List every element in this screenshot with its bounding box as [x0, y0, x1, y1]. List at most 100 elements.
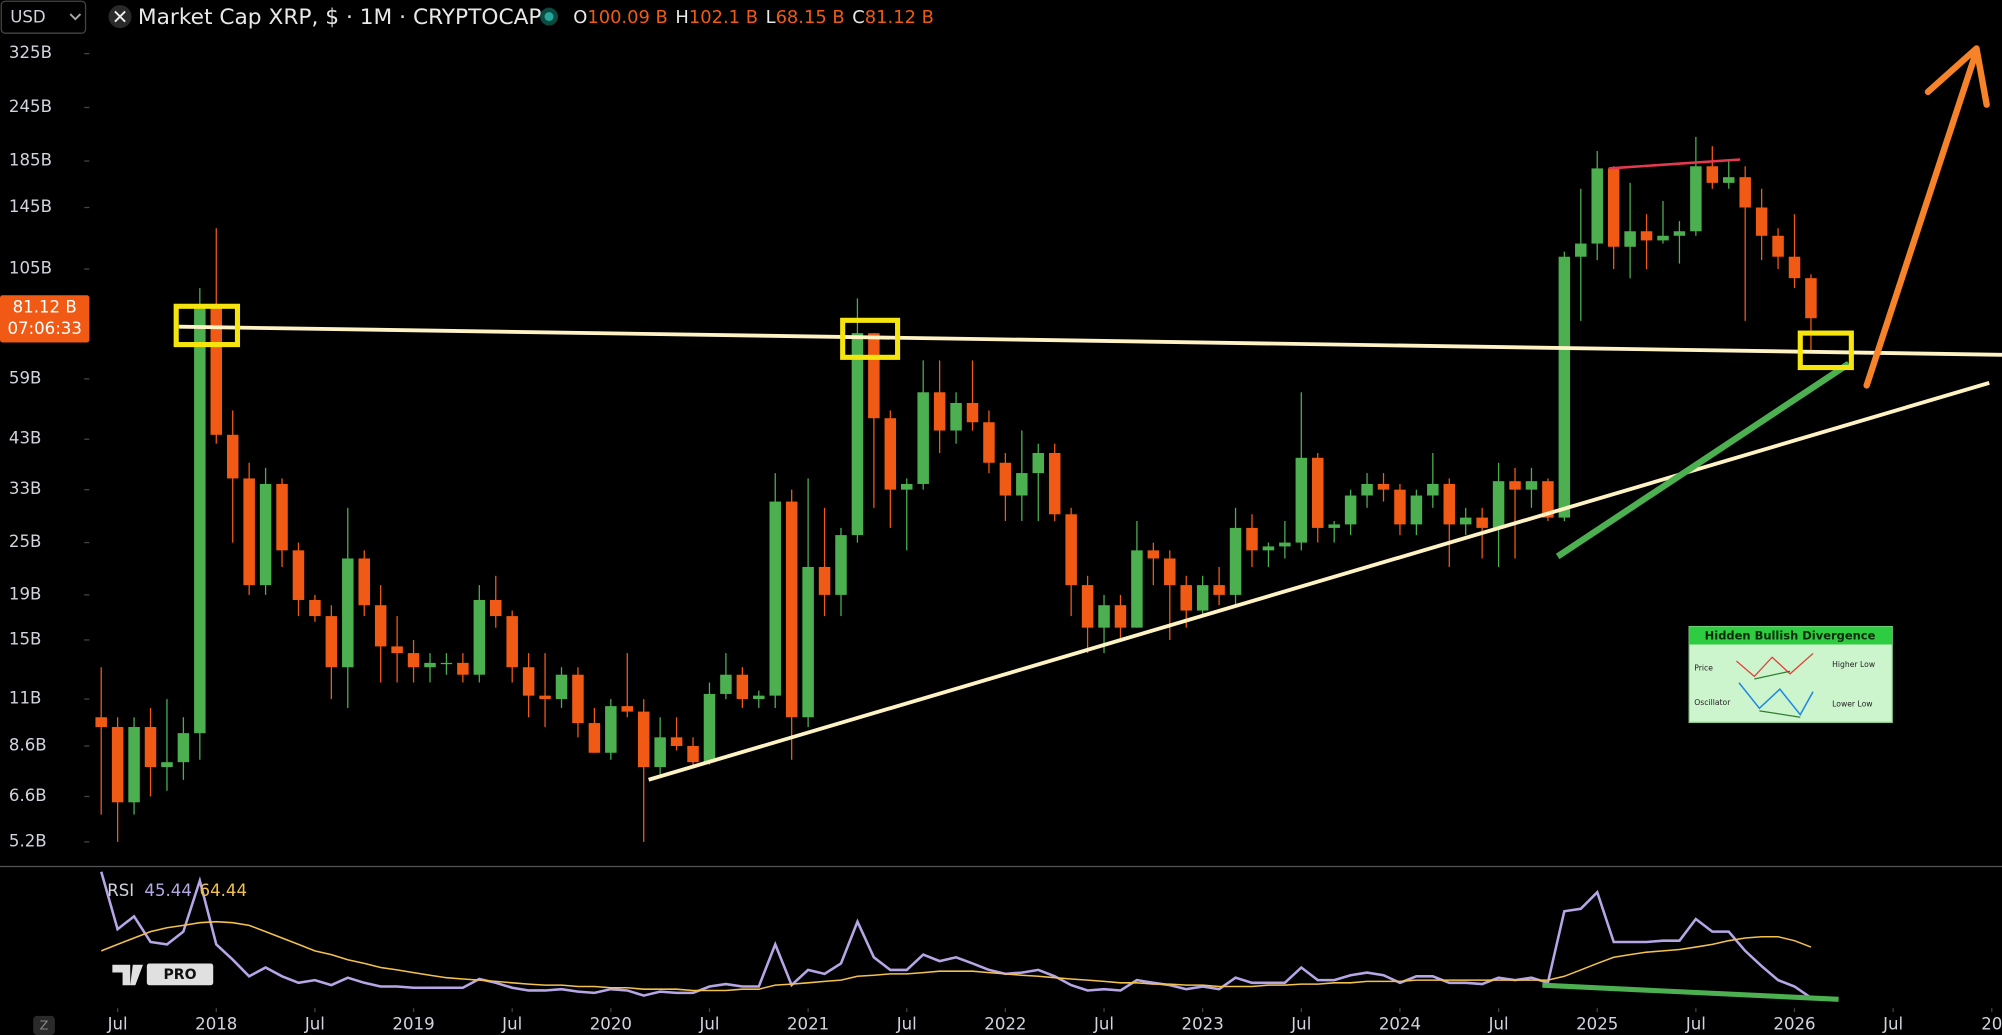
candle-body — [785, 501, 798, 718]
candle-body — [1081, 585, 1094, 628]
y-tick-label: 145B — [9, 197, 52, 216]
candle-body — [1065, 514, 1077, 586]
chevron — [69, 13, 82, 21]
candles — [95, 136, 1817, 842]
candle-body — [424, 662, 436, 668]
x-tick-label: Jul — [304, 1014, 325, 1033]
x-tick-label: 2026 — [1773, 1014, 1815, 1033]
last-price: 81.12 B — [13, 297, 77, 316]
candle-body — [1180, 585, 1192, 611]
candle-body — [654, 737, 666, 768]
card-label: Price — [1694, 664, 1713, 673]
candle-body — [1016, 473, 1028, 496]
candle-body — [637, 711, 650, 768]
candle-body — [259, 483, 272, 586]
candle-body — [128, 727, 140, 803]
currency-select[interactable] — [0, 0, 87, 34]
x-tick-label: Jul — [1685, 1014, 1706, 1033]
candle-body — [276, 483, 288, 551]
status-dot — [544, 12, 554, 22]
higher-low-line — [1555, 361, 1851, 560]
candle-body — [1607, 168, 1620, 247]
y-axis: 325B 245B 185B 145B 105B 59B 43B 33B 25B 19B 15B 11… — [0, 43, 90, 850]
candle-body — [490, 599, 502, 617]
candle-body — [670, 737, 683, 746]
candle-body — [342, 558, 354, 668]
candle-body — [933, 392, 946, 431]
timezone-label[interactable]: Z — [40, 1019, 49, 1034]
x-tick-label: Jul — [1093, 1014, 1114, 1033]
candle-body — [1312, 457, 1324, 528]
candle-body — [1772, 235, 1784, 257]
candle-body — [1295, 457, 1308, 543]
candle-body — [1048, 452, 1061, 515]
candle-body — [243, 478, 255, 586]
x-tick-label: Jul — [896, 1014, 917, 1033]
x-tick-label: 2022 — [984, 1014, 1026, 1033]
candle-body — [309, 599, 321, 617]
candle-body — [999, 462, 1012, 496]
candle-body — [1196, 585, 1209, 611]
candle-body — [539, 695, 551, 700]
candle-body — [720, 674, 732, 694]
x-tick-label: 2018 — [195, 1014, 237, 1033]
candle-body — [522, 667, 535, 696]
candle-body — [1805, 278, 1817, 319]
rsi-ma-value: 64.44 — [200, 880, 247, 899]
candle-body — [1377, 483, 1390, 490]
candle-body — [1443, 483, 1456, 525]
timezone-button[interactable] — [33, 1015, 55, 1035]
symbol-icon-mark — [114, 10, 126, 23]
candle-body — [1114, 605, 1127, 628]
ohlc-key: L — [766, 7, 776, 28]
candle-body — [407, 653, 420, 668]
candle-body — [1542, 481, 1554, 518]
rsi-divergence-line — [1542, 982, 1839, 1002]
top-line — [1608, 158, 1741, 170]
candle-body — [1509, 481, 1521, 490]
ohlc: O100.09 B H102.1 B L68.15 B C81.12 B — [573, 7, 934, 28]
x-tick-label: 2023 — [1182, 1014, 1224, 1033]
candle-body — [1344, 495, 1357, 525]
candle-body — [1525, 481, 1538, 490]
candle-body — [1558, 256, 1571, 518]
x-tick-label: Jul — [1882, 1014, 1903, 1033]
y-tick-label: 325B — [9, 43, 52, 62]
candle-body — [1394, 489, 1406, 525]
y-tick-label: 5.2B — [9, 831, 47, 850]
symbol: Market Cap XRP, $ · 1M · CRYPTOCAP — [138, 5, 542, 30]
candle-body — [1361, 483, 1373, 496]
candle-body — [440, 662, 453, 665]
candle-body — [177, 733, 190, 763]
y-tick-label: 185B — [9, 151, 52, 170]
x-tick-label: Jul — [1488, 1014, 1509, 1033]
y-tick-label: 43B — [9, 429, 41, 448]
y-tick-label: 11B — [9, 689, 41, 708]
ohlc-value: 102.1 B — [689, 7, 758, 28]
rsi-legend: RSI 45.44 64.44 — [107, 880, 247, 899]
candle-body — [210, 307, 223, 435]
candle-body — [1788, 256, 1801, 279]
candle-body — [1575, 243, 1587, 257]
divergence-card: Hidden Bullish Divergence Price Higher L… — [1688, 625, 1893, 723]
card-sketch — [1736, 652, 1814, 678]
candle-body — [621, 706, 634, 712]
candle-body — [1098, 605, 1110, 628]
y-tick-label: 19B — [9, 584, 41, 603]
candle-body — [473, 599, 486, 675]
candle-body — [358, 558, 370, 606]
candle-body — [605, 706, 617, 753]
currency[interactable]: USD — [10, 7, 45, 26]
rsi-ma-line — [100, 920, 1812, 992]
candle-body — [983, 422, 995, 463]
candle-body — [161, 762, 173, 768]
candle-body — [1131, 550, 1143, 628]
x-tick-label: Jul — [698, 1014, 719, 1033]
drawings — [173, 45, 2002, 782]
ohlc-key: C — [852, 7, 864, 28]
x-tick-label: 20 — [1981, 1014, 2002, 1033]
candle-body — [1657, 235, 1669, 241]
y-tick-label: 15B — [9, 629, 41, 648]
